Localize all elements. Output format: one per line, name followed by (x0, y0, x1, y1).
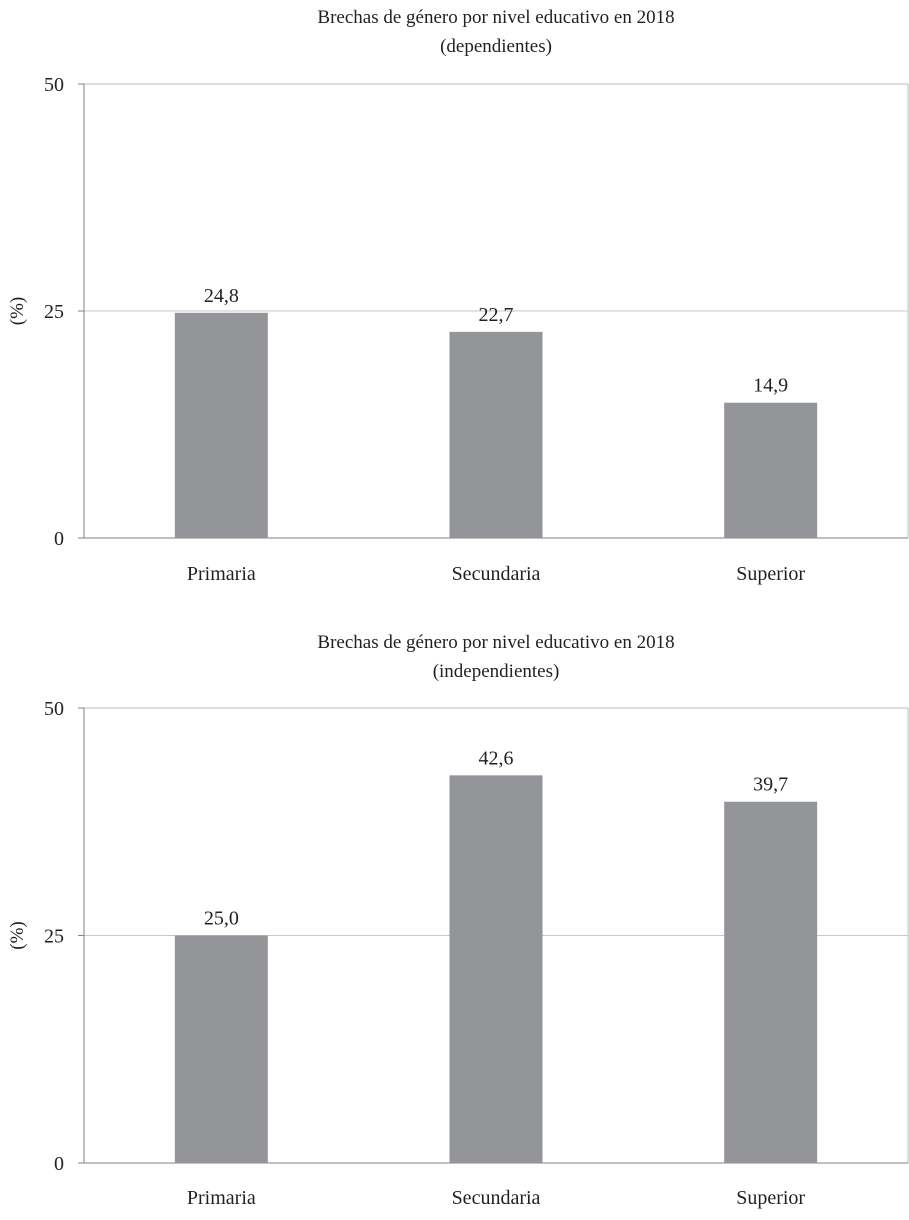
data-label: 14,9 (753, 375, 788, 397)
bar (724, 801, 818, 1163)
x-tick-label: Superior (736, 563, 805, 585)
data-label: 39,7 (753, 774, 788, 796)
x-tick-label: Secundaria (452, 563, 541, 585)
data-label: 22,7 (479, 304, 514, 326)
chart-subtitle: (dependientes) (440, 36, 552, 57)
bar (724, 402, 818, 538)
y-tick-label: 25 (44, 301, 64, 323)
x-tick-label: Primaria (187, 1187, 256, 1209)
y-tick-label: 25 (44, 926, 64, 948)
bar (449, 775, 543, 1163)
chart-subtitle: (independientes) (433, 661, 560, 682)
y-tick-label: 0 (54, 1153, 64, 1175)
y-tick-label: 50 (44, 698, 64, 720)
y-tick-label: 0 (54, 528, 64, 550)
y-tick-label: 50 (44, 74, 64, 96)
x-tick-label: Superior (736, 1187, 805, 1209)
y-axis-label: (%) (7, 297, 28, 325)
x-tick-label: Secundaria (452, 1187, 541, 1209)
bar (174, 312, 268, 538)
chart-title: Brechas de género por nivel educativo en… (317, 7, 674, 28)
data-label: 42,6 (479, 747, 514, 769)
chart-title: Brechas de género por nivel educativo en… (317, 632, 674, 653)
data-label: 25,0 (204, 908, 239, 930)
y-axis-label: (%) (7, 921, 28, 949)
bar (174, 935, 268, 1163)
bar (449, 331, 543, 538)
data-label: 24,8 (204, 285, 239, 307)
x-tick-label: Primaria (187, 563, 256, 585)
